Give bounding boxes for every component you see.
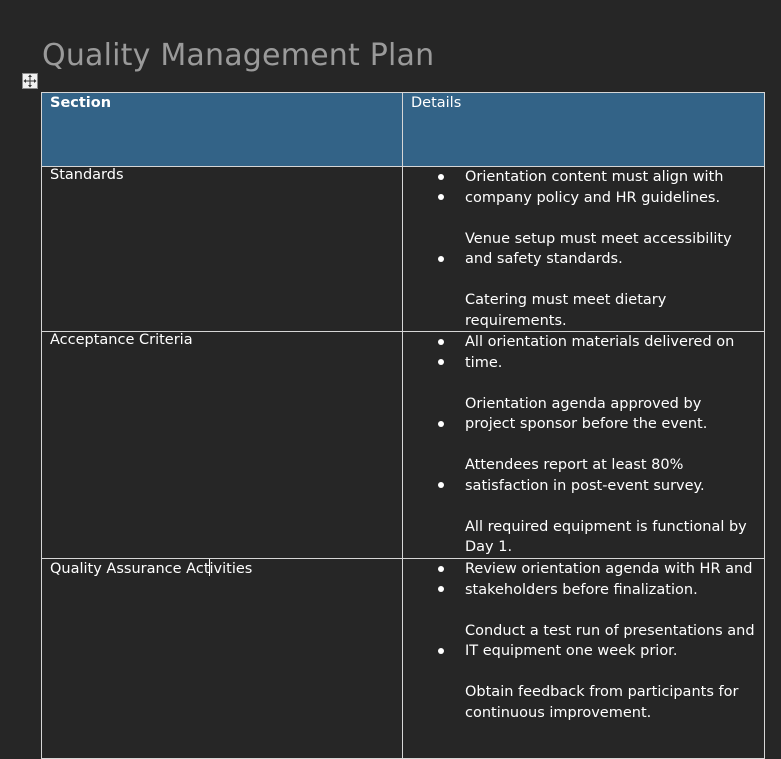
list-item-text: Orientation agenda approved by project s…	[465, 395, 708, 433]
header-details-label: Details	[411, 95, 462, 111]
list-item-text: All required equipment is functional by …	[465, 518, 747, 556]
list-item: Orientation content must align with comp…	[438, 167, 756, 208]
list-item-text: Conduct a test run of presentations and …	[465, 622, 755, 660]
header-cell-details[interactable]: Details	[402, 92, 765, 167]
bullet-icon	[438, 647, 444, 654]
bullet-icon	[438, 566, 444, 572]
list-item: Review orientation agenda with HR and st…	[438, 559, 756, 600]
header-cell-section[interactable]: Section	[41, 92, 403, 167]
section-label: Quality Assurance Activities	[50, 559, 253, 577]
table-row-acceptance-criteria: Acceptance Criteria All orientation mate…	[41, 331, 765, 559]
list-item: Conduct a test run of presentations and …	[438, 586, 756, 662]
list-item-text: Orientation content must align with comp…	[465, 169, 724, 206]
bullet-icon	[438, 339, 444, 345]
text-cursor	[209, 559, 210, 576]
list-item-text: Attendees report at least 80% satisfacti…	[465, 457, 705, 494]
bullet-icon	[438, 255, 444, 262]
details-cell[interactable]: Review orientation agenda with HR and st…	[402, 558, 765, 759]
section-label: Standards	[50, 167, 124, 183]
section-cell[interactable]: Quality Assurance Activities	[41, 558, 403, 759]
list-item: All orientation materials delivered on t…	[438, 332, 756, 373]
bullet-icon	[438, 174, 444, 180]
details-cell[interactable]: Orientation content must align with comp…	[402, 166, 765, 332]
list-item: Attendees report at least 80% satisfacti…	[438, 420, 756, 497]
details-list: All orientation materials delivered on t…	[411, 332, 756, 558]
details-cell[interactable]: All orientation materials delivered on t…	[402, 331, 765, 559]
bullet-icon	[438, 420, 444, 427]
section-label: Acceptance Criteria	[50, 332, 193, 348]
bullet-icon	[438, 194, 444, 200]
list-item: Venue setup must meet accessibility and …	[438, 194, 756, 270]
list-item: Orientation agenda approved by project s…	[438, 359, 756, 435]
bullet-icon	[438, 586, 444, 592]
move-arrows-icon	[23, 74, 37, 88]
list-item-text: Review orientation agenda with HR and st…	[465, 561, 753, 598]
list-item: Catering must meet dietary requirements.	[438, 255, 756, 332]
list-item-text: Venue setup must meet accessibility and …	[465, 230, 732, 268]
table-header-row: Section Details	[41, 92, 765, 167]
list-item: Obtain feedback from participants for co…	[438, 647, 756, 724]
section-cell[interactable]: Acceptance Criteria	[41, 331, 403, 559]
details-list: Orientation content must align with comp…	[411, 167, 756, 331]
list-item-text: Catering must meet dietary requirements.	[465, 292, 667, 329]
bullet-icon	[438, 359, 444, 365]
table-row-quality-assurance: Quality Assurance Activities Review orie…	[41, 558, 765, 759]
quality-plan-table: Section Details Standards Orientation co…	[41, 92, 765, 759]
list-item: All required equipment is functional by …	[438, 482, 756, 558]
bullet-icon	[438, 482, 444, 488]
section-label-part: Quality Assurance Act	[50, 561, 210, 577]
document-title[interactable]: Quality Management Plan	[42, 38, 435, 73]
list-item-text: All orientation materials delivered on t…	[465, 334, 735, 371]
section-label-part: ivities	[209, 561, 253, 577]
table-move-handle[interactable]	[22, 73, 38, 89]
details-list: Review orientation agenda with HR and st…	[411, 559, 756, 723]
section-cell[interactable]: Standards	[41, 166, 403, 332]
header-section-label: Section	[50, 95, 112, 111]
list-item-text: Obtain feedback from participants for co…	[465, 684, 739, 721]
table-row-standards: Standards Orientation content must align…	[41, 166, 765, 332]
